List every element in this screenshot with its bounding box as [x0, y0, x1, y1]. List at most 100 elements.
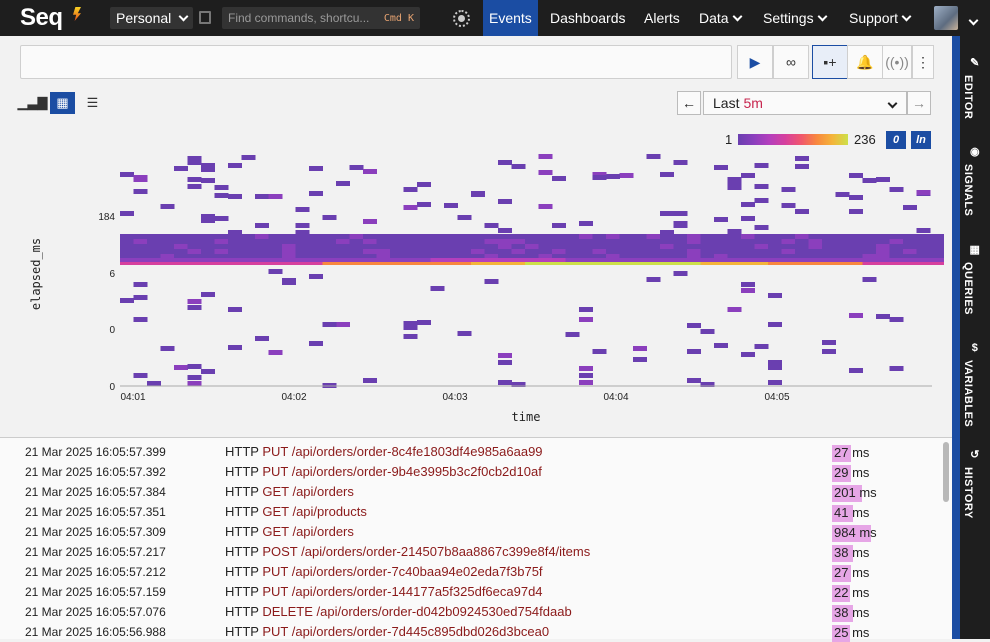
- heatmap-cell: [133, 262, 148, 265]
- heatmap-outlier-cell: [741, 282, 755, 287]
- heatmap-cell: [147, 239, 161, 244]
- heatmap-outlier-cell: [660, 172, 674, 177]
- heatmap-cell: [282, 239, 296, 244]
- heatmap-cell: [403, 249, 418, 254]
- heatmap-outlier-cell: [363, 378, 377, 383]
- side-tab-history[interactable]: ↺ HISTORY: [962, 448, 988, 519]
- heatmap-cell: [295, 239, 310, 244]
- heatmap-outlier-cell: [741, 288, 755, 293]
- event-row[interactable]: 21 Mar 2025 16:05:57.392 HTTP PUT /api/or…: [0, 462, 940, 482]
- range-previous-button[interactable]: ←: [677, 91, 701, 115]
- seq-logo[interactable]: Seq: [20, 4, 63, 31]
- heatmap-cell: [268, 249, 283, 254]
- time-range-select[interactable]: Last 5m: [703, 91, 907, 115]
- heatmap-outlier-cell: [633, 346, 647, 351]
- command-palette-input[interactable]: Find commands, shortcu... Cmd K: [222, 7, 420, 29]
- heatmap-cell: [808, 239, 823, 244]
- avatar-chevron-icon[interactable]: [965, 11, 979, 29]
- nav-dashboards[interactable]: Dashboards: [544, 0, 632, 36]
- heatmap-cell: [390, 258, 404, 262]
- event-duration-value: 38: [834, 605, 849, 620]
- heatmap-cell: [876, 234, 890, 239]
- event-list-scroll-thumb[interactable]: [943, 442, 949, 502]
- event-row[interactable]: 21 Mar 2025 16:05:57.159 HTTP PUT /api/or…: [0, 582, 940, 602]
- event-row[interactable]: 21 Mar 2025 16:05:57.351 HTTP GET /api/pr…: [0, 502, 940, 522]
- signal-button[interactable]: ((•)): [882, 45, 912, 79]
- heatmap-cell: [255, 258, 269, 262]
- event-row[interactable]: 21 Mar 2025 16:05:57.212 HTTP PUT /api/or…: [0, 562, 940, 582]
- heatmap-chart[interactable]: elapsed_ms time 184 6 0 0 04:01 04:02 04…: [0, 124, 952, 436]
- search-input[interactable]: [20, 45, 732, 79]
- heatmap-outlier-cell: [781, 203, 796, 208]
- heatmap-cell: [781, 244, 796, 249]
- avatar[interactable]: [934, 6, 958, 30]
- heatmap-cell: [808, 244, 823, 249]
- heatmap-outlier-cell: [457, 331, 472, 336]
- chevron-down-icon: [901, 11, 912, 21]
- heatmap-cell: [700, 254, 715, 259]
- heatmap-cell: [619, 254, 634, 259]
- heatmap-cell: [174, 258, 188, 262]
- heatmap-cell: [579, 262, 593, 265]
- heatmap-cell: [633, 262, 647, 265]
- nav-settings[interactable]: Settings: [757, 0, 832, 36]
- event-row[interactable]: 21 Mar 2025 16:05:56.988 HTTP PUT /api/or…: [0, 622, 940, 642]
- theme-toggle-icon[interactable]: [453, 10, 470, 27]
- add-alert-button[interactable]: 🔔: [847, 45, 883, 79]
- time-range-prefix: Last: [713, 95, 740, 111]
- heatmap-outlier-cell: [565, 332, 580, 337]
- side-tab-queries[interactable]: ▦ QUERIES: [962, 243, 988, 315]
- heatmap-cell: [187, 249, 202, 254]
- view-heatmap-button[interactable]: ▦: [50, 92, 75, 114]
- heatmap-cell: [633, 234, 647, 239]
- heatmap-cell: [714, 244, 728, 249]
- legend-gradient: [738, 134, 848, 145]
- event-duration: 38 ms: [834, 545, 869, 560]
- range-next-button[interactable]: →: [907, 91, 931, 115]
- event-duration: 27 ms: [834, 565, 869, 580]
- event-row[interactable]: 21 Mar 2025 16:05:57.309 HTTP GET /api/or…: [0, 522, 940, 542]
- nav-events[interactable]: Events: [483, 0, 538, 36]
- heatmap-cell: [619, 244, 634, 249]
- y-tick-label: 0: [109, 325, 115, 336]
- view-bar-chart-button[interactable]: ▁▃▇: [18, 92, 48, 114]
- heatmap-cell: [565, 239, 580, 244]
- add-to-dashboard-button[interactable]: ▪+: [812, 45, 848, 79]
- heatmap-cell: [430, 234, 445, 239]
- heatmap-cell: [376, 249, 391, 254]
- event-row[interactable]: 21 Mar 2025 16:05:57.076 HTTP DELETE /api…: [0, 602, 940, 622]
- heatmap-cell: [363, 258, 377, 262]
- event-row[interactable]: 21 Mar 2025 16:05:57.217 HTTP POST /api/o…: [0, 542, 940, 562]
- heatmap-cell: [322, 249, 337, 254]
- heatmap-cell: [660, 249, 674, 254]
- event-row[interactable]: 21 Mar 2025 16:05:57.399 HTTP PUT /api/or…: [0, 442, 940, 462]
- tail-button[interactable]: ∞: [773, 45, 809, 79]
- view-timeline-button[interactable]: ☰: [80, 92, 105, 114]
- save-icon[interactable]: [199, 11, 211, 24]
- nav-data[interactable]: Data: [693, 0, 747, 36]
- heatmap-cell: [754, 249, 769, 254]
- nav-support[interactable]: Support: [843, 0, 916, 36]
- heatmap-outlier-cell: [133, 282, 148, 287]
- more-menu-button[interactable]: ⋮: [912, 45, 934, 79]
- event-row[interactable]: 21 Mar 2025 16:05:57.384 HTTP GET /api/or…: [0, 482, 940, 502]
- heatmap-cell: [889, 234, 904, 239]
- heatmap-cell: [889, 249, 904, 254]
- heatmap-cell: [579, 244, 593, 249]
- nav-alerts[interactable]: Alerts: [638, 0, 686, 36]
- legend-log-button[interactable]: ln: [911, 131, 931, 149]
- side-tab-variables[interactable]: $ VARIABLES: [962, 342, 988, 427]
- heatmap-cell: [214, 234, 229, 239]
- workspace-selector[interactable]: Personal: [110, 7, 194, 29]
- side-tab-editor[interactable]: ✎ EDITOR: [962, 56, 988, 119]
- pencil-icon: ✎: [970, 57, 980, 69]
- heatmap-cell: [268, 234, 283, 239]
- heatmap-cell: [417, 254, 431, 259]
- duration-bar: [832, 545, 853, 562]
- heatmap-cell: [687, 262, 701, 265]
- heatmap-cell: [592, 244, 607, 249]
- side-tab-signals[interactable]: ◉ SIGNALS: [962, 145, 988, 216]
- run-search-button[interactable]: ▶: [737, 45, 773, 79]
- legend-zero-button[interactable]: 0: [886, 131, 906, 149]
- heatmap-cell: [795, 244, 809, 249]
